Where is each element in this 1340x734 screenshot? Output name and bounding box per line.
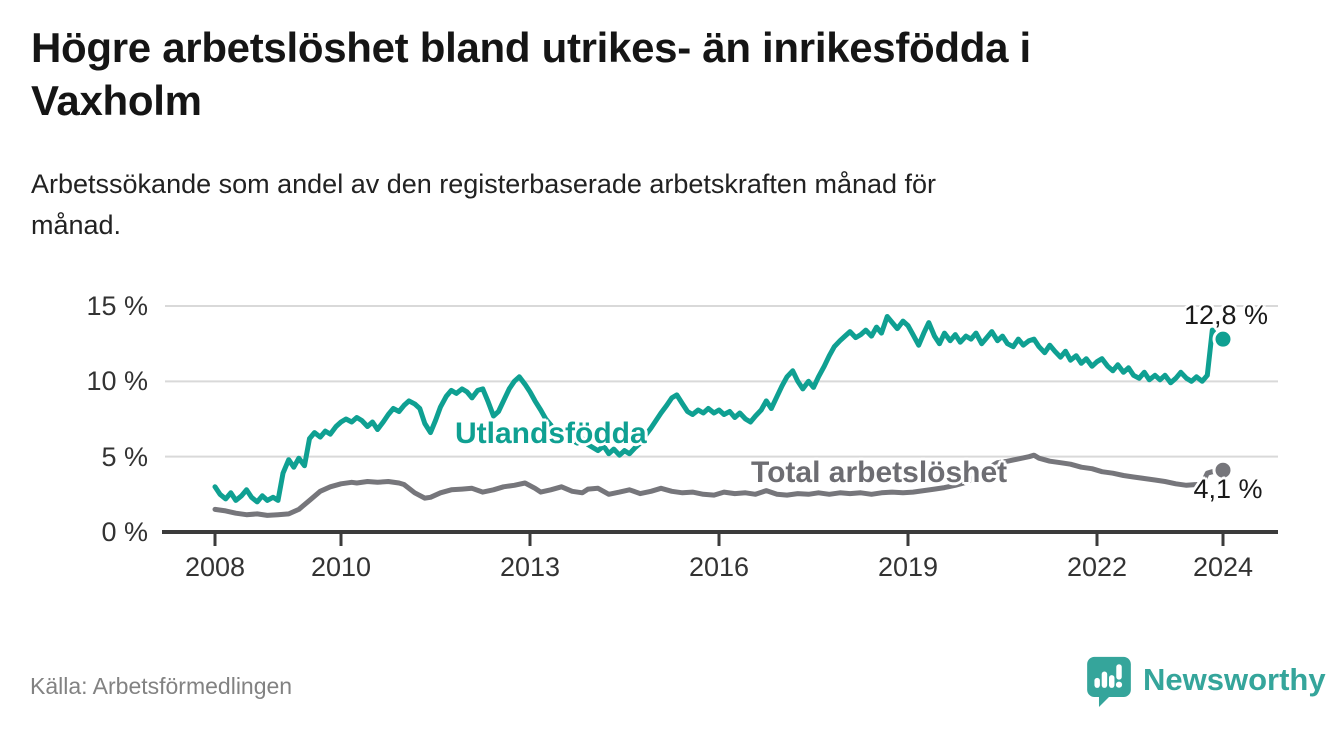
x-axis-label-2019: 2019 (877, 552, 939, 582)
bar-chart-glyph (1094, 671, 1115, 688)
x-axis-label-2008: 2008 (184, 552, 246, 582)
y-axis-label-15: 15 % (86, 291, 148, 321)
y-axis-label-0: 0 % (101, 517, 148, 547)
y-axis-label-5: 5 % (101, 442, 148, 472)
page-subtitle: Arbetssökande som andel av den registerb… (31, 169, 937, 240)
end-value-label-total: 4,1 % (1193, 474, 1263, 504)
newsworthy-logo: Newsworthy (1086, 656, 1326, 707)
series-label-total-arbetsloshet: Total arbetslöshet (751, 456, 1008, 489)
x-axis-label-2013: 2013 (499, 552, 561, 582)
newsworthy-logo-icon (1087, 656, 1131, 707)
newsworthy-wordmark: Newsworthy (1143, 662, 1326, 697)
x-axis-label-2016: 2016 (688, 552, 750, 582)
x-axis-label-2022: 2022 (1066, 552, 1128, 582)
x-axis-label-2024: 2024 (1192, 552, 1254, 582)
source-note: Källa: Arbetsförmedlingen (30, 673, 293, 699)
exclamation-glyph (1115, 664, 1123, 688)
end-value-label-utlandsfodda: 12,8 % (1183, 300, 1269, 330)
page-title: Högre arbetslöshet bland utrikes- än inr… (31, 24, 1031, 124)
x-axis-label-2010: 2010 (310, 552, 372, 582)
y-axis-label-10: 10 % (86, 366, 148, 396)
series-label-utlandsfodda: Utlandsfödda (455, 417, 647, 450)
